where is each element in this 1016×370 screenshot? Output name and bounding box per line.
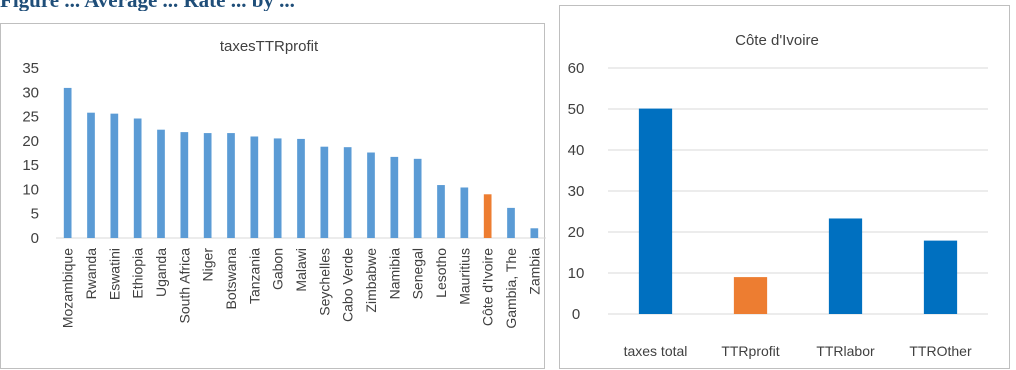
taxes-ttr-profit-bar — [227, 133, 235, 238]
taxes-ttr-profit-category-label: Côte d'Ivoire — [480, 248, 496, 326]
cote-divoire-category-label: taxes total — [624, 343, 688, 359]
taxes-ttr-profit-bar — [157, 129, 165, 238]
taxes-ttr-profit-category-label: Tanzania — [246, 248, 262, 304]
taxes-ttr-profit-category-label: Namibia — [386, 248, 402, 300]
cote-divoire-y-tick-label: 30 — [568, 183, 585, 200]
taxes-ttr-profit-y-tick-label: 25 — [22, 109, 39, 126]
taxes-ttr-profit-category-label: Eswatini — [106, 248, 122, 300]
cote-divoire-bar — [828, 218, 863, 314]
taxes-ttr-profit-bar — [273, 138, 282, 238]
taxes-ttr-profit-bar — [343, 147, 352, 238]
taxes-ttr-profit-y-tick-label: 30 — [22, 84, 39, 101]
cote-divoire-bar — [638, 108, 673, 314]
taxes-ttr-profit-bar — [110, 113, 119, 238]
cote-divoire-y-tick-label: 40 — [568, 142, 585, 159]
taxes-ttr-profit-category-label: Botswana — [223, 248, 239, 310]
taxes-ttr-profit-bar — [507, 207, 515, 238]
taxes-ttr-profit-y-tick-label: 10 — [22, 181, 39, 198]
taxes-ttr-profit-category-label: Malawi — [293, 248, 309, 292]
taxes-ttr-profit-category-label: Seychelles — [316, 248, 332, 316]
cote-divoire-category-label: TTROther — [909, 343, 972, 359]
taxes-ttr-profit-bar — [87, 112, 95, 238]
cote-divoire-category-label: TTRprofit — [721, 343, 779, 359]
cote-divoire-chart-panel: Côte d'Ivoire 0 10 20 30 40 50 60 taxes total TTR… — [559, 5, 1010, 369]
taxes-ttr-profit-chart-title: taxesTTRprofit — [220, 38, 319, 55]
taxes-ttr-profit-category-label: Gambia, The — [503, 248, 519, 329]
taxes-ttr-profit-category-label: Lesotho — [433, 248, 449, 298]
taxes-ttr-profit-bar — [390, 156, 399, 238]
taxes-ttr-profit-category-label: South Africa — [176, 248, 192, 324]
taxes-ttr-profit-chart-panel: taxesTTRprofit 0 5 10 15 20 25 30 35 Mozambique Rw… — [0, 23, 546, 369]
taxes-ttr-profit-y-tick-label: 5 — [31, 206, 39, 223]
taxes-ttr-profit-bar — [63, 87, 72, 238]
cote-divoire-y-tick-label: 20 — [568, 224, 585, 241]
taxes-ttr-profit-y-tick-label: 20 — [22, 133, 39, 150]
taxes-ttr-profit-bar — [460, 187, 469, 238]
taxes-ttr-profit-bar — [180, 132, 189, 238]
taxes-ttr-profit-category-label: Zimbabwe — [363, 248, 379, 313]
cote-divoire-bar — [923, 240, 958, 314]
taxes-ttr-profit-category-label: Senegal — [410, 248, 426, 299]
taxes-ttr-profit-bar — [437, 185, 445, 238]
cote-divoire-y-tick-label: 60 — [568, 60, 585, 77]
cote-divoire-chart-title: Côte d'Ivoire — [735, 32, 819, 49]
taxes-ttr-profit-bar — [320, 146, 329, 238]
taxes-ttr-profit-bar — [530, 228, 539, 238]
cote-divoire-y-tick-label: 0 — [572, 306, 580, 323]
figure-heading: Figure ... Average ... Rate ... by ... — [0, 0, 560, 11]
taxes-ttr-profit-bar — [367, 152, 375, 238]
taxes-ttr-profit-bar — [250, 136, 259, 238]
cote-divoire-y-tick-label: 50 — [568, 101, 585, 118]
cote-divoire-chart: Côte d'Ivoire 0 10 20 30 40 50 60 taxes total TTR… — [568, 32, 988, 359]
taxes-ttr-profit-bar — [203, 133, 212, 238]
taxes-ttr-profit-category-label: Ethiopia — [130, 248, 146, 299]
taxes-ttr-profit-category-label: Uganda — [153, 248, 169, 297]
taxes-ttr-profit-bar — [413, 158, 422, 238]
taxes-ttr-profit-y-tick-label: 35 — [22, 60, 39, 77]
taxes-ttr-profit-y-tick-label: 15 — [22, 157, 39, 174]
taxes-ttr-profit-category-label: Mozambique — [60, 248, 76, 328]
taxes-ttr-profit-category-label: Rwanda — [83, 248, 99, 300]
taxes-ttr-profit-bar — [133, 118, 142, 238]
taxes-ttr-profit-bar — [297, 138, 305, 238]
cote-divoire-category-label: TTRlabor — [816, 343, 875, 359]
taxes-ttr-profit-bar — [483, 194, 492, 238]
taxes-ttr-profit-category-label: Mauritius — [456, 248, 472, 305]
cote-divoire-bar — [733, 277, 768, 314]
cote-divoire-y-tick-label: 10 — [568, 265, 585, 282]
taxes-ttr-profit-category-label: Niger — [200, 248, 216, 282]
taxes-ttr-profit-category-label: Gabon — [270, 248, 286, 290]
taxes-ttr-profit-category-label: Zambia — [526, 248, 542, 295]
taxes-ttr-profit-chart: taxesTTRprofit 0 5 10 15 20 25 30 35 Mozambique Rw… — [22, 38, 546, 329]
taxes-ttr-profit-y-tick-label: 0 — [31, 230, 39, 247]
taxes-ttr-profit-category-label: Cabo Verde — [340, 248, 356, 322]
